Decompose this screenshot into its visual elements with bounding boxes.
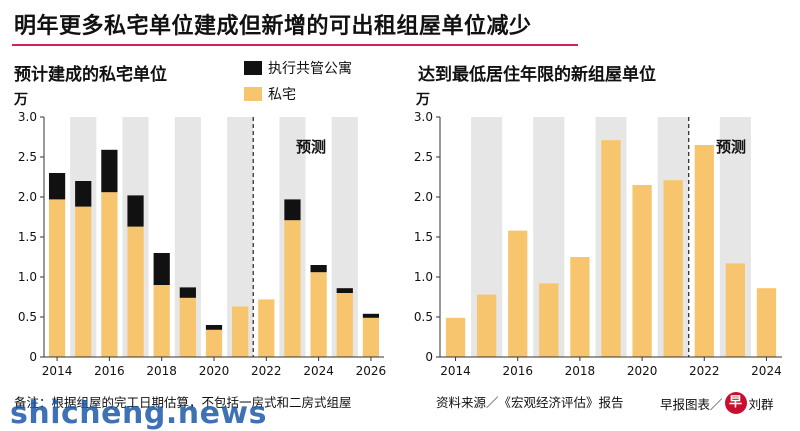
zaobao-logo-icon: 早 bbox=[724, 392, 747, 414]
footer-source: 资料来源／《宏观经济评估》报告 bbox=[436, 395, 624, 410]
left-xtick-label-2014: 2014 bbox=[42, 364, 73, 378]
left-bar-2024-s1 bbox=[310, 265, 327, 273]
legend-item-private: 私宅 bbox=[244, 84, 352, 104]
left-bar-2014-s1 bbox=[48, 173, 66, 200]
credit-left: 早报图表／ bbox=[660, 396, 723, 412]
left-bar-2018-s1 bbox=[153, 253, 170, 285]
right-bar-2016-s0 bbox=[508, 230, 528, 357]
left-xtick-label-2016: 2016 bbox=[94, 364, 125, 378]
left-bar-2016-s0 bbox=[101, 192, 118, 357]
left-bar-2026-s1 bbox=[362, 313, 380, 318]
right-xtick-label-2022: 2022 bbox=[689, 364, 720, 378]
left-bar-2019-s1 bbox=[179, 287, 196, 298]
left-xtick-label-2024: 2024 bbox=[303, 364, 334, 378]
left-bar-2018-s0 bbox=[153, 285, 170, 357]
main-title: 明年更多私宅单位建成但新增的可出租组屋单位减少 bbox=[14, 14, 532, 39]
legend: 执行共管公寓 私宅 bbox=[244, 58, 352, 110]
left-ytick-label-2.0: 2.0 bbox=[18, 190, 37, 204]
legend-item-ec: 执行共管公寓 bbox=[244, 58, 352, 78]
left-bar-2024-s0 bbox=[310, 272, 327, 357]
left-xtick-label-2020: 2020 bbox=[199, 364, 230, 378]
right-ytick-label-0: 0 bbox=[425, 350, 433, 364]
right-xtick-label-2014: 2014 bbox=[440, 364, 471, 378]
right-unit-label: 万 bbox=[415, 92, 430, 108]
left-ytick-label-2.5: 2.5 bbox=[18, 150, 37, 164]
left-bar-2021-s0 bbox=[232, 306, 249, 357]
right-bar-2017-s0 bbox=[539, 283, 559, 357]
right-chart-title: 达到最低居住年限的新组屋单位 bbox=[418, 65, 656, 85]
right-ytick-label-2.5: 2.5 bbox=[414, 150, 433, 164]
right-bar-2019-s0 bbox=[601, 140, 621, 357]
left-bar-2016-s1 bbox=[101, 149, 118, 193]
right-xtick-label-2016: 2016 bbox=[502, 364, 533, 378]
left-ytick-label-0: 0 bbox=[29, 350, 37, 364]
right-ytick-label-1.5: 1.5 bbox=[414, 230, 433, 244]
left-bar-2023-s0 bbox=[284, 220, 301, 357]
right-forecast-label: 预测 bbox=[716, 138, 746, 156]
legend-swatch-private bbox=[244, 87, 262, 101]
left-bar-2014-s0 bbox=[48, 199, 66, 357]
right-ytick-label-3.0: 3.0 bbox=[414, 110, 433, 124]
watermark: shicheng.news bbox=[10, 396, 267, 431]
left-xtick-label-2022: 2022 bbox=[251, 364, 282, 378]
left-xtick-label-2018: 2018 bbox=[146, 364, 177, 378]
left-bar-2020-s1 bbox=[205, 325, 223, 330]
right-bar-2020-s0 bbox=[632, 185, 652, 357]
left-chart-title: 预计建成的私宅单位 bbox=[14, 65, 167, 85]
footer-credit: 早报图表／ 早 刘群 bbox=[660, 392, 774, 414]
right-bar-2024-s0 bbox=[756, 288, 777, 357]
left-ytick-label-1.5: 1.5 bbox=[18, 230, 37, 244]
legend-label-private: 私宅 bbox=[268, 87, 296, 103]
title-underline bbox=[12, 44, 578, 46]
left-bar-2022-s0 bbox=[258, 299, 275, 357]
left-bar-2020-s0 bbox=[205, 329, 223, 357]
right-xtick-label-2018: 2018 bbox=[565, 364, 596, 378]
left-bar-2015-s0 bbox=[75, 206, 92, 357]
right-ytick-label-0.5: 0.5 bbox=[414, 310, 433, 324]
right-bar-2022-s0 bbox=[694, 145, 714, 357]
left-bar-2025-s0 bbox=[336, 293, 353, 357]
left-bar-2023-s1 bbox=[284, 199, 301, 221]
left-bar-2026-s0 bbox=[362, 317, 380, 357]
left-xtick-label-2026: 2026 bbox=[356, 364, 387, 378]
right-bar-2014-s0 bbox=[445, 317, 466, 357]
left-forecast-label: 预测 bbox=[296, 138, 326, 156]
right-ytick-label-2.0: 2.0 bbox=[414, 190, 433, 204]
right-xtick-label-2020: 2020 bbox=[627, 364, 658, 378]
right-ytick-label-1.0: 1.0 bbox=[414, 270, 433, 284]
footer-note: 备注：根据组屋的完工日期估算，不包括一房式和二房式组屋 bbox=[14, 395, 352, 410]
left-bar-2017-s1 bbox=[127, 195, 144, 227]
right-bar-2021-s0 bbox=[663, 180, 683, 357]
left-bar-2015-s1 bbox=[75, 181, 92, 207]
right-bar-2015-s0 bbox=[476, 294, 497, 357]
left-ytick-label-1.0: 1.0 bbox=[18, 270, 37, 284]
left-ytick-label-0.5: 0.5 bbox=[18, 310, 37, 324]
left-bar-2019-s0 bbox=[179, 297, 196, 357]
legend-label-ec: 执行共管公寓 bbox=[268, 61, 352, 77]
right-xtick-label-2024: 2024 bbox=[751, 364, 782, 378]
left-unit-label: 万 bbox=[13, 92, 28, 108]
left-ytick-label-3.0: 3.0 bbox=[18, 110, 37, 124]
left-bar-2017-s0 bbox=[127, 226, 144, 357]
left-bar-2025-s1 bbox=[336, 288, 353, 293]
right-bar-2023-s0 bbox=[725, 263, 746, 357]
legend-swatch-ec bbox=[244, 61, 262, 75]
right-bar-2018-s0 bbox=[570, 257, 590, 357]
credit-right: 刘群 bbox=[748, 396, 774, 412]
